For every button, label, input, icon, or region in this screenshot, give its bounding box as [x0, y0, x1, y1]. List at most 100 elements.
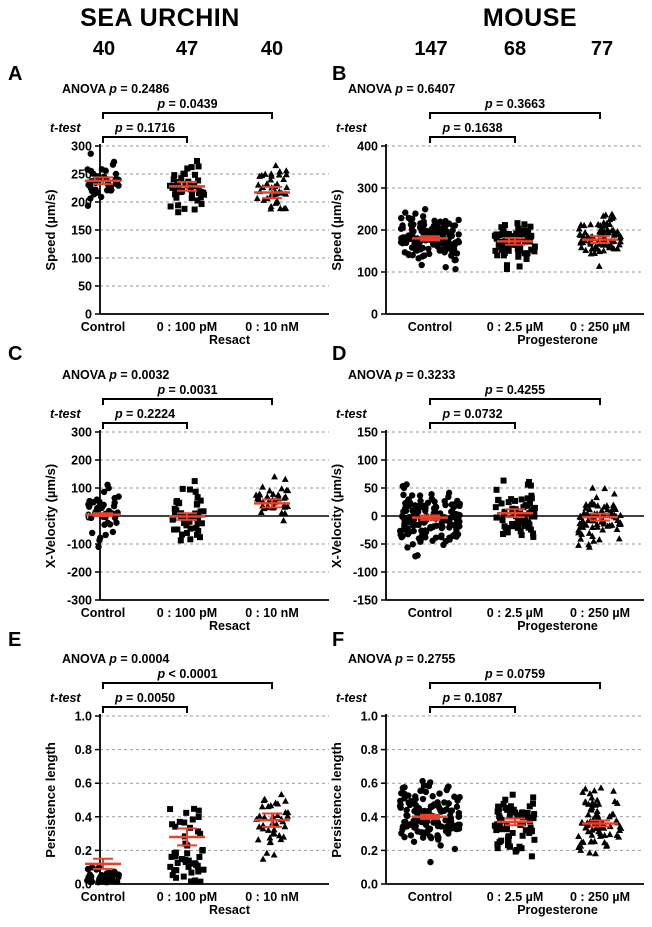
- y-tick-label: 150: [357, 426, 378, 440]
- data-point: [178, 175, 185, 182]
- data-point: [447, 815, 455, 822]
- ttest-label: t-test: [336, 691, 367, 705]
- data-point: [419, 795, 427, 803]
- data-point: [524, 495, 531, 502]
- data-point: [448, 807, 456, 814]
- data-point: [501, 508, 508, 515]
- data-point: [516, 519, 523, 526]
- data-point: [530, 533, 537, 540]
- data-point: [106, 869, 113, 877]
- data-point: [170, 515, 177, 522]
- data-point: [199, 846, 206, 853]
- data-point: [253, 194, 261, 202]
- data-point: [522, 232, 529, 239]
- data-point: [268, 172, 275, 179]
- data-point: [494, 252, 501, 259]
- data-point: [168, 853, 175, 860]
- data-point: [404, 544, 411, 551]
- data-point: [429, 793, 436, 800]
- data-point: [195, 163, 202, 170]
- data-point: [499, 530, 506, 537]
- data-point: [580, 221, 588, 229]
- data-point: [591, 501, 598, 508]
- data-point: [113, 519, 120, 526]
- category-label: 0 : 2.5 µM: [487, 606, 544, 620]
- anova-label: ANOVA p = 0.0032: [62, 368, 169, 382]
- data-point: [402, 507, 410, 515]
- data-point: [422, 821, 430, 828]
- y-tick-label: -150: [353, 594, 378, 608]
- data-point: [519, 832, 526, 839]
- data-point: [429, 523, 436, 531]
- data-point: [448, 250, 456, 258]
- data-point: [613, 799, 621, 806]
- data-point: [611, 490, 618, 497]
- data-point: [596, 229, 604, 236]
- data-point: [454, 531, 462, 538]
- data-point: [600, 520, 608, 527]
- panel-letter: E: [8, 629, 21, 651]
- data-point: [442, 263, 449, 271]
- data-point: [600, 219, 608, 226]
- data-point: [267, 176, 275, 183]
- data-point: [513, 521, 520, 528]
- data-point: [531, 811, 538, 818]
- data-point: [575, 832, 582, 839]
- y-tick-label: -100: [353, 566, 378, 580]
- data-point: [413, 803, 420, 810]
- y-tick-label: 0.0: [361, 878, 378, 892]
- data-point: [432, 503, 440, 511]
- y-tick-label: 0: [371, 510, 378, 524]
- data-point: [181, 171, 188, 178]
- data-point: [188, 869, 195, 876]
- data-point: [283, 183, 291, 191]
- data-point: [494, 841, 501, 848]
- data-point: [514, 220, 521, 227]
- data-point: [531, 836, 538, 843]
- data-point: [272, 799, 280, 806]
- data-point: [88, 529, 96, 537]
- data-point: [594, 523, 601, 530]
- data-point: [455, 237, 462, 245]
- data-point: [194, 197, 201, 204]
- data-point: [171, 526, 178, 533]
- data-point: [526, 500, 533, 507]
- data-point: [177, 537, 184, 544]
- category-label: 0 : 2.5 µM: [487, 890, 544, 904]
- data-point: [581, 229, 589, 236]
- data-point: [198, 520, 205, 527]
- data-point: [509, 829, 516, 836]
- data-point: [175, 500, 182, 507]
- data-point: [455, 825, 463, 832]
- data-point: [451, 845, 459, 853]
- data-point: [282, 167, 290, 174]
- data-point: [451, 825, 458, 832]
- data-point: [398, 533, 405, 541]
- data-point: [527, 482, 534, 489]
- data-point: [270, 851, 278, 858]
- data-point: [172, 823, 179, 830]
- data-point: [419, 244, 426, 252]
- data-point: [507, 803, 514, 810]
- data-point: [422, 528, 430, 536]
- category-label: 0 : 10 nM: [245, 320, 299, 334]
- data-point: [591, 249, 598, 256]
- data-point: [616, 241, 623, 248]
- data-point: [106, 521, 114, 528]
- data-point: [179, 485, 186, 492]
- data-point: [500, 800, 507, 807]
- data-point: [96, 498, 103, 506]
- data-point: [588, 794, 596, 801]
- data-point: [584, 516, 592, 524]
- data-point: [192, 860, 199, 867]
- data-point: [442, 816, 449, 824]
- data-point: [414, 552, 421, 559]
- data-point: [586, 505, 593, 513]
- data-point: [449, 227, 456, 234]
- data-point: [266, 838, 274, 846]
- p-value-long: p = 0.0439: [156, 97, 217, 111]
- data-point: [167, 863, 174, 870]
- comparison-bar-long: [102, 398, 273, 405]
- data-point: [505, 247, 512, 254]
- data-point: [85, 501, 92, 508]
